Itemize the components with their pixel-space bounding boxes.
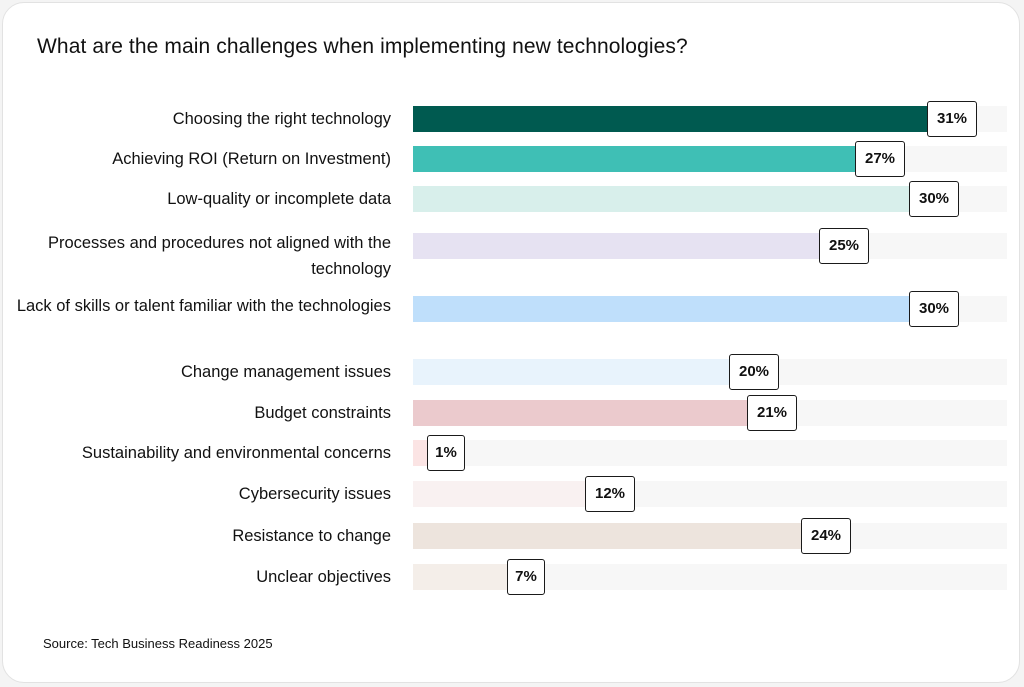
category-label: Choosing the right technology [172,110,391,128]
value-label: 1% [427,435,465,471]
value-label: 24% [801,518,851,554]
bar-track [413,359,1007,385]
value-label: 25% [819,228,869,264]
bar-track [413,233,1007,259]
value-label: 27% [855,141,905,177]
bar [413,523,845,549]
bar [413,186,953,212]
category-label: Sustainability and environmental concern… [81,444,391,462]
bar-track [413,186,1007,212]
bar-track [413,146,1007,172]
category-label: Budget constraints [254,404,391,422]
bar-track [413,106,1007,132]
bar-track [413,296,1007,322]
bar-track [413,400,1007,426]
category-label: Processes and procedures not aligned wit… [47,234,391,278]
value-label: 30% [909,291,959,327]
value-label: 7% [507,559,545,595]
bar [413,400,791,426]
chart-title: What are the main challenges when implem… [37,35,688,58]
category-label: Cybersecurity issues [238,485,391,503]
category-label: Change management issues [180,363,391,381]
bar [413,359,773,385]
bar-track [413,481,1007,507]
category-label: Low-quality or incomplete data [167,190,391,208]
value-label: 30% [909,181,959,217]
value-label: 21% [747,395,797,431]
category-label: Lack of skills or talent familiar with t… [16,297,391,315]
value-label: 12% [585,476,635,512]
value-label: 20% [729,354,779,390]
bar [413,233,863,259]
bar [413,440,431,466]
bar [413,106,971,132]
value-label: 31% [927,101,977,137]
category-label: Unclear objectives [256,568,391,586]
bar-track [413,440,1007,466]
bar-track [413,523,1007,549]
category-label: Achieving ROI (Return on Investment) [112,150,391,168]
category-label: Resistance to change [232,527,391,545]
bar-track [413,564,1007,590]
chart-source: Source: Tech Business Readiness 2025 [43,636,273,651]
bar [413,146,899,172]
bar [413,296,953,322]
